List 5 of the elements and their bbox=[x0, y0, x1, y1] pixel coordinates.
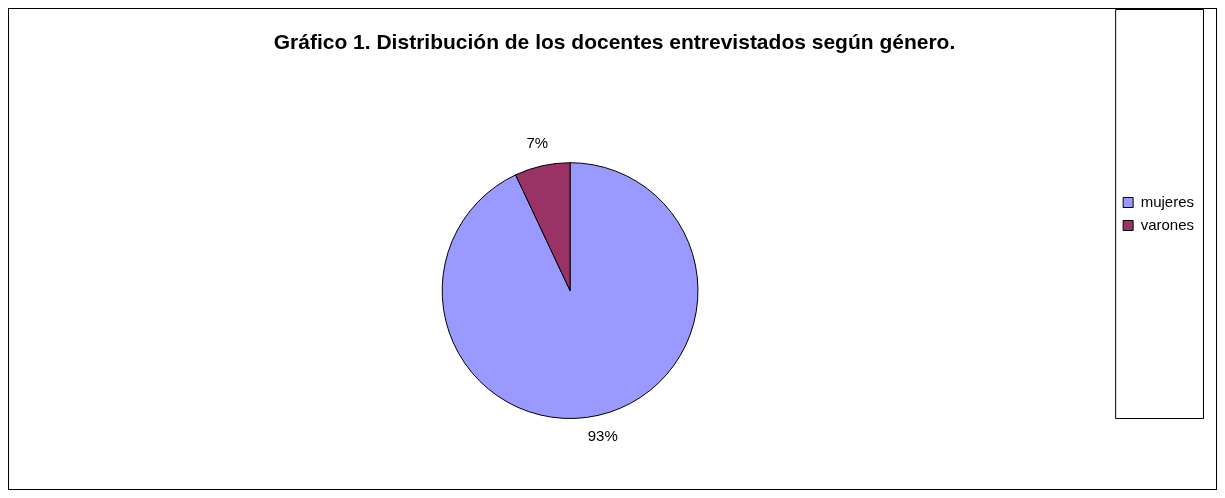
data-label: 7% bbox=[526, 134, 549, 152]
data-label: 93% bbox=[587, 427, 618, 445]
legend-label: varones bbox=[1140, 215, 1195, 233]
legend-label: mujeres bbox=[1140, 192, 1194, 210]
chart-title: Gráfico 1. Distribución de los docentes entrevistados según género. bbox=[273, 30, 956, 54]
